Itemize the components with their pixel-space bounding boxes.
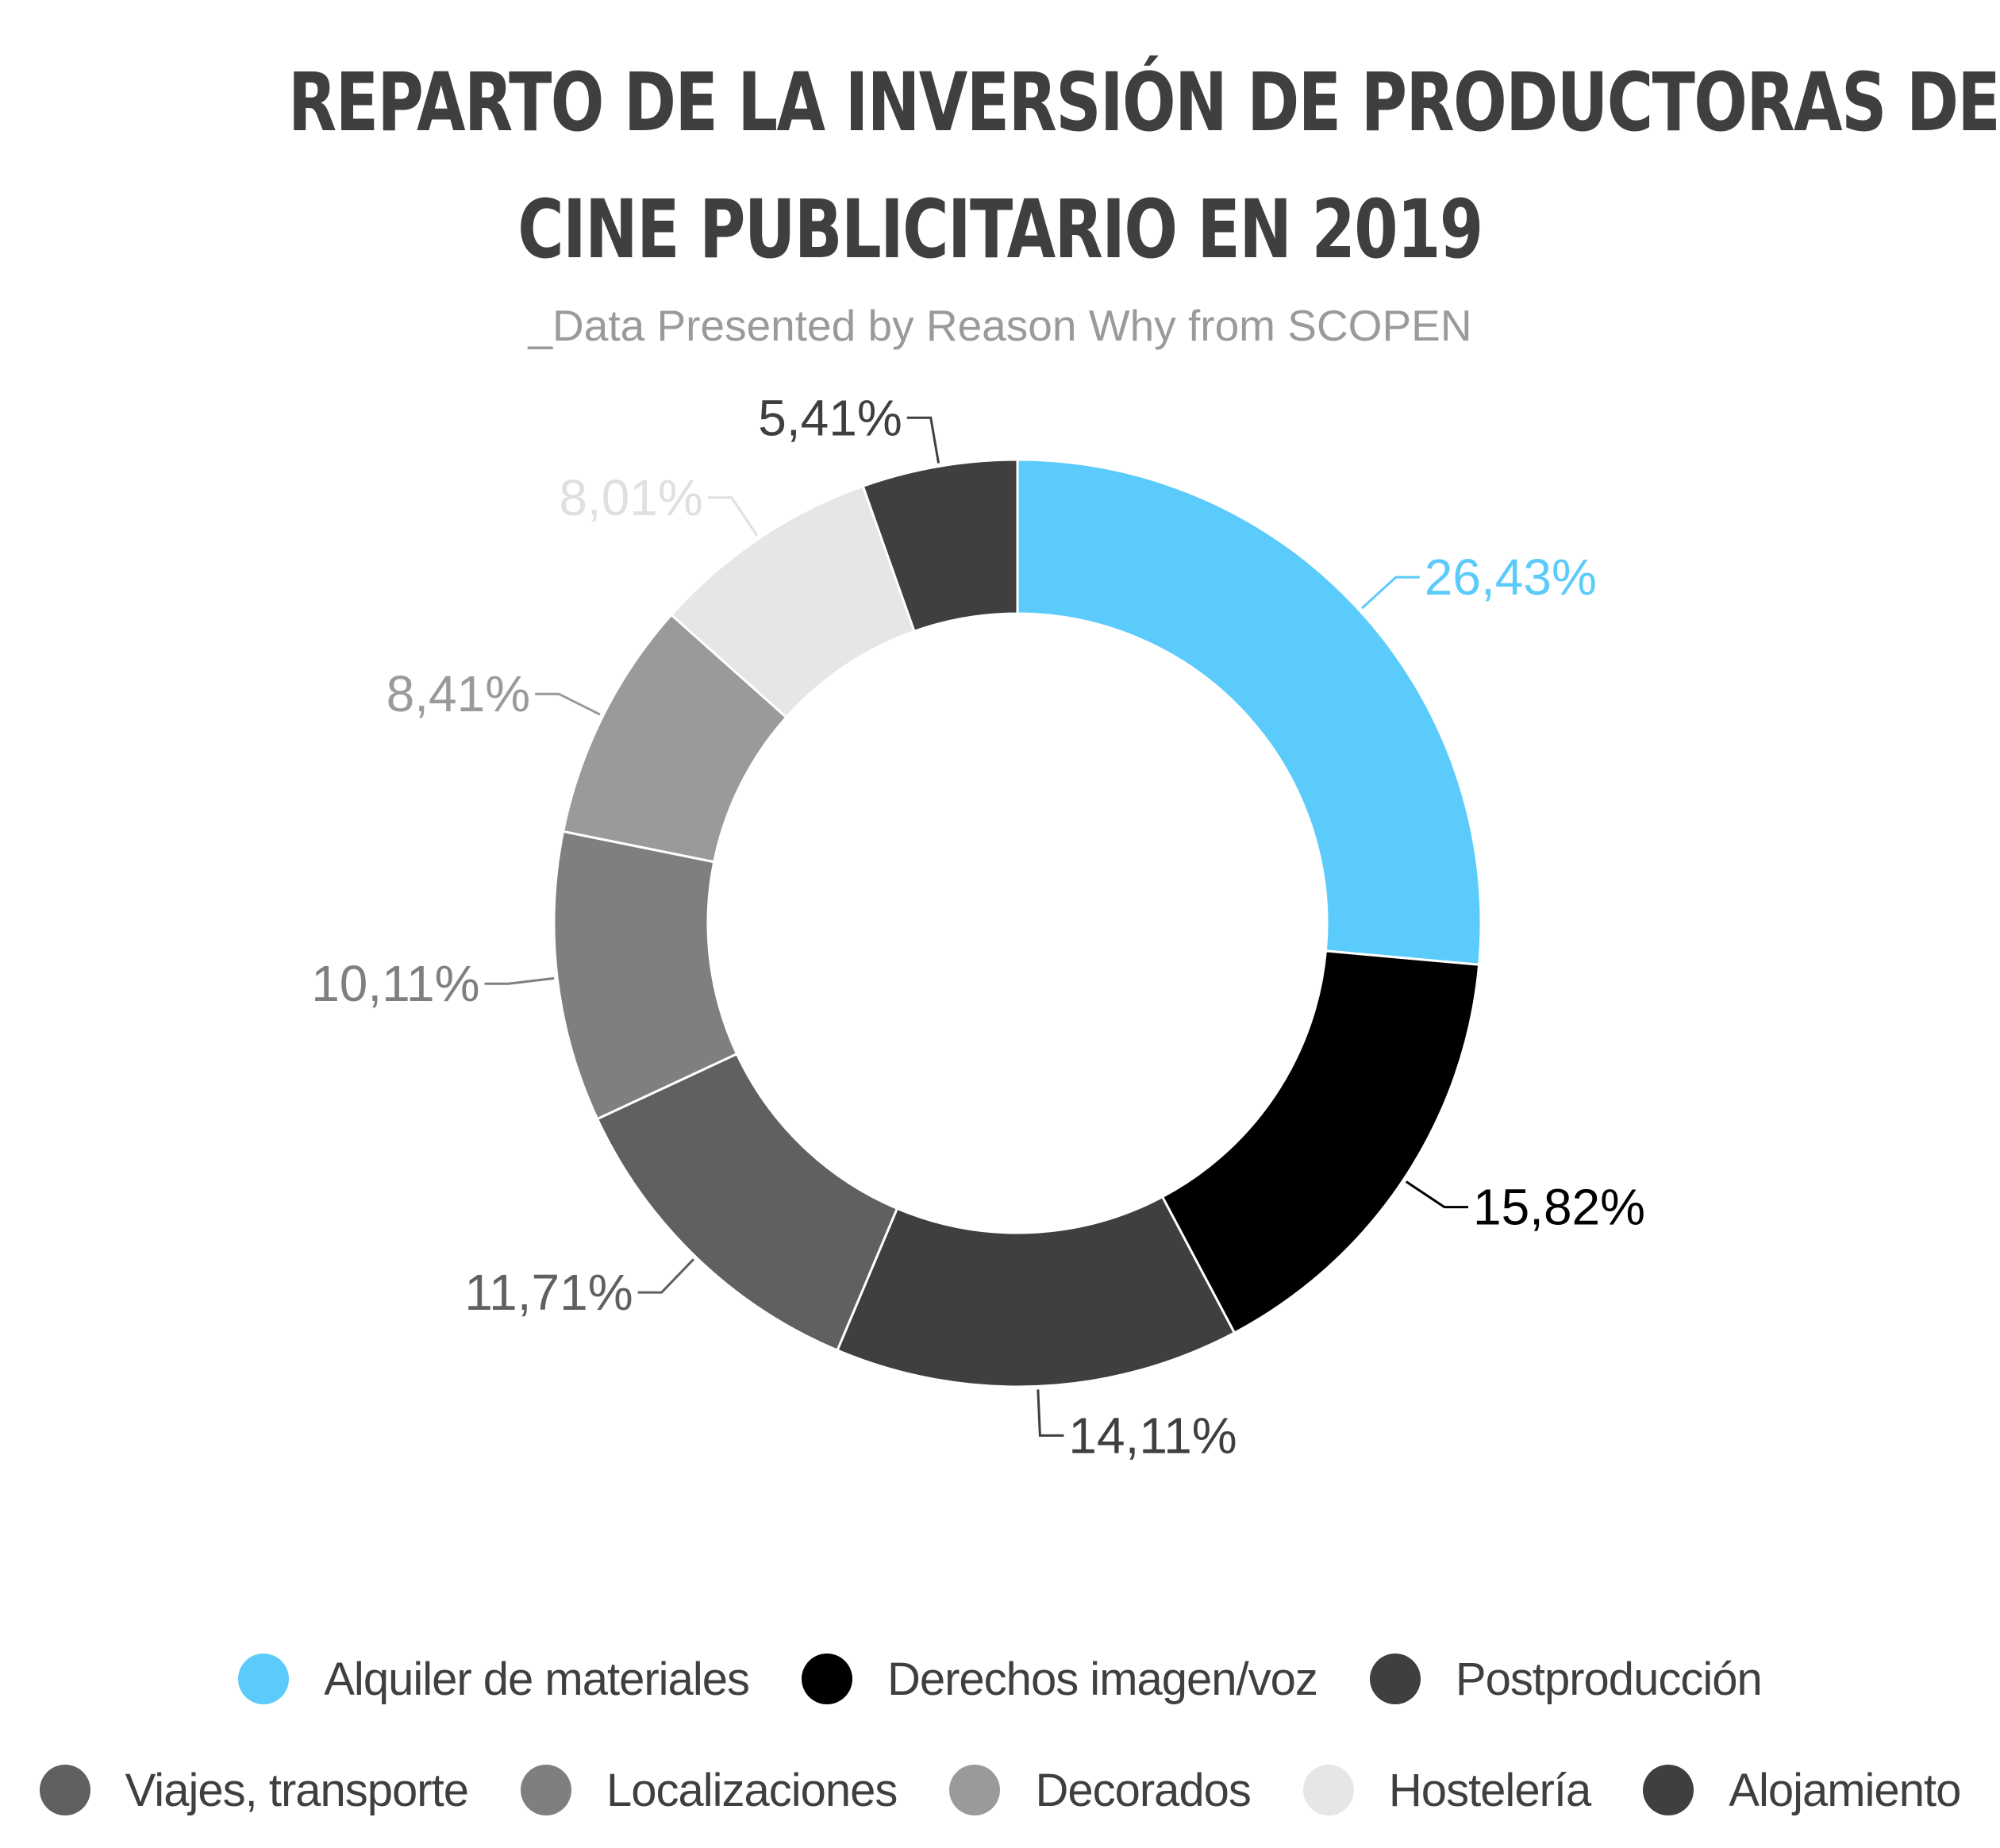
legend-item-decorados: Decorados bbox=[949, 1764, 1252, 1817]
legend-label: Localizaciones bbox=[606, 1764, 898, 1816]
legend-swatch bbox=[801, 1654, 852, 1704]
legend-swatch bbox=[949, 1765, 1001, 1815]
legend-swatch bbox=[1643, 1765, 1694, 1815]
data-label-decorados: 8,41% bbox=[387, 665, 530, 722]
leader-line-decorados bbox=[535, 692, 601, 716]
legend-swatch bbox=[238, 1654, 290, 1704]
data-label-hosteleria: 8,01% bbox=[559, 469, 702, 526]
donut-chart: 26,43% 15,82% 14,11% 11,71% 10,11% 8,41% 8,01%… bbox=[311, 389, 1645, 1464]
chart-title-line-2: CINE PUBLICITARIO EN 2019 bbox=[517, 183, 1483, 277]
data-label-derechos-imagen-voz: 15,82% bbox=[1473, 1179, 1645, 1236]
label-leader-lines bbox=[484, 416, 1468, 1437]
data-label-postproduccion: 14,11% bbox=[1068, 1407, 1237, 1464]
legend-row-2: Viajes, transporte Localizaciones Decorado… bbox=[0, 1754, 2000, 1826]
slice-derechos-imagen-voz bbox=[1160, 949, 1481, 1335]
data-labels: 26,43% 15,82% 14,11% 11,71% 10,11% 8,41% 8,01%… bbox=[311, 389, 1645, 1464]
leader-line-localizaciones bbox=[484, 976, 555, 985]
legend-item-localizaciones: Localizaciones bbox=[520, 1764, 898, 1817]
legend-item-derechos-imagen-voz: Derechos imagen/voz bbox=[801, 1653, 1318, 1706]
data-label-alojamiento: 5,41% bbox=[758, 389, 902, 446]
slice-alojamiento bbox=[861, 458, 1019, 633]
data-label-alquiler-de-materiales: 26,43% bbox=[1425, 549, 1597, 606]
legend-item-postproduccion: Postproducción bbox=[1369, 1653, 1763, 1706]
legend-swatch bbox=[1369, 1654, 1421, 1704]
leader-line-alquiler-de-materiales bbox=[1360, 576, 1420, 610]
legend-label: Hostelería bbox=[1388, 1764, 1591, 1816]
legend-label: Alquiler de materiales bbox=[324, 1653, 750, 1705]
slice-postproduccion bbox=[836, 1195, 1237, 1388]
legend-label: Derechos imagen/voz bbox=[887, 1653, 1318, 1705]
legend-swatch bbox=[520, 1765, 571, 1815]
legend-item-alojamiento: Alojamiento bbox=[1643, 1764, 1961, 1817]
legend-label: Decorados bbox=[1035, 1764, 1251, 1816]
legend-label: Postproducción bbox=[1455, 1653, 1763, 1705]
legend-item-alquiler-de-materiales: Alquiler de materiales bbox=[238, 1653, 750, 1706]
slice-alquiler-de-materiales bbox=[1016, 458, 1483, 966]
legend-label: Alojamiento bbox=[1729, 1764, 1961, 1816]
legend-item-hosteleria: Hostelería bbox=[1302, 1764, 1591, 1817]
leader-line-hosteleria bbox=[707, 496, 759, 537]
leader-line-viajes-transporte bbox=[637, 1258, 694, 1294]
donut-slices bbox=[552, 458, 1483, 1388]
legend-row-1: Alquiler de materiales Derechos imagen/vo… bbox=[0, 1643, 2000, 1715]
legend-swatch bbox=[1302, 1765, 1354, 1815]
leader-line-postproduccion bbox=[1037, 1389, 1064, 1437]
legend-label: Viajes, transporte bbox=[125, 1764, 469, 1816]
legend-swatch bbox=[39, 1765, 90, 1815]
data-label-localizaciones: 10,11% bbox=[311, 955, 479, 1012]
chart-subtitle: _Data Presented by Reason Why from SCOPE… bbox=[528, 301, 1472, 350]
legend-item-viajes-transporte: Viajes, transporte bbox=[39, 1764, 469, 1817]
leader-line-alojamiento bbox=[906, 416, 940, 464]
leader-line-derechos-imagen-voz bbox=[1405, 1180, 1468, 1209]
data-label-viajes-transporte: 11,71% bbox=[464, 1264, 633, 1321]
